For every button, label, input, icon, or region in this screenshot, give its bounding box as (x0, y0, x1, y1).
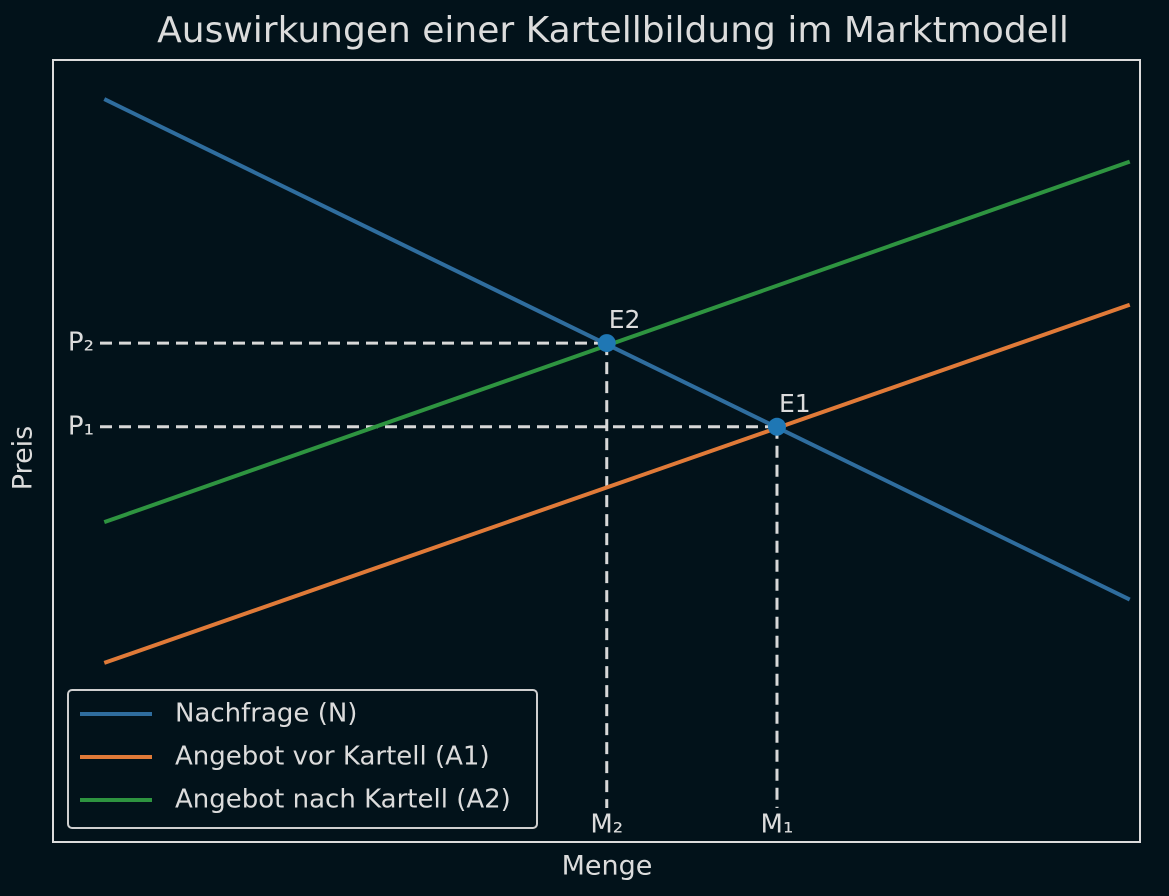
equilibrium-point (597, 334, 616, 353)
y-tick-label: P₂ (68, 328, 94, 358)
series-line (103, 97, 1131, 602)
x-tick-label: M₁ (761, 810, 794, 840)
legend-box (67, 689, 538, 829)
point-label: E2 (609, 305, 641, 334)
series-line (103, 302, 1131, 665)
x-axis-label: Menge (562, 851, 653, 882)
y-axis-label: Preis (8, 426, 39, 491)
series-line (103, 159, 1131, 525)
legend-label: Nachfrage (N) (175, 699, 357, 729)
x-tick-label: M₂ (590, 810, 623, 840)
legend-label: Angebot vor Kartell (A1) (175, 742, 490, 772)
legend-label: Angebot nach Kartell (A2) (175, 785, 511, 815)
equilibrium-point (767, 417, 786, 436)
plot-frame (52, 59, 1141, 843)
chart-title: Auswirkungen einer Kartellbildung im Mar… (157, 10, 1069, 51)
point-label: E1 (779, 389, 811, 418)
y-tick-label: P₁ (68, 411, 94, 441)
